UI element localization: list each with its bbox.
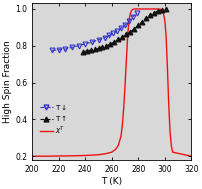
Legend: T$\downarrow$, T$\uparrow$, $\chi$$^T$: T$\downarrow$, T$\uparrow$, $\chi$$^T$: [39, 102, 68, 138]
X-axis label: T (K): T (K): [101, 177, 122, 186]
Y-axis label: High Spin Fraction: High Spin Fraction: [3, 40, 13, 123]
